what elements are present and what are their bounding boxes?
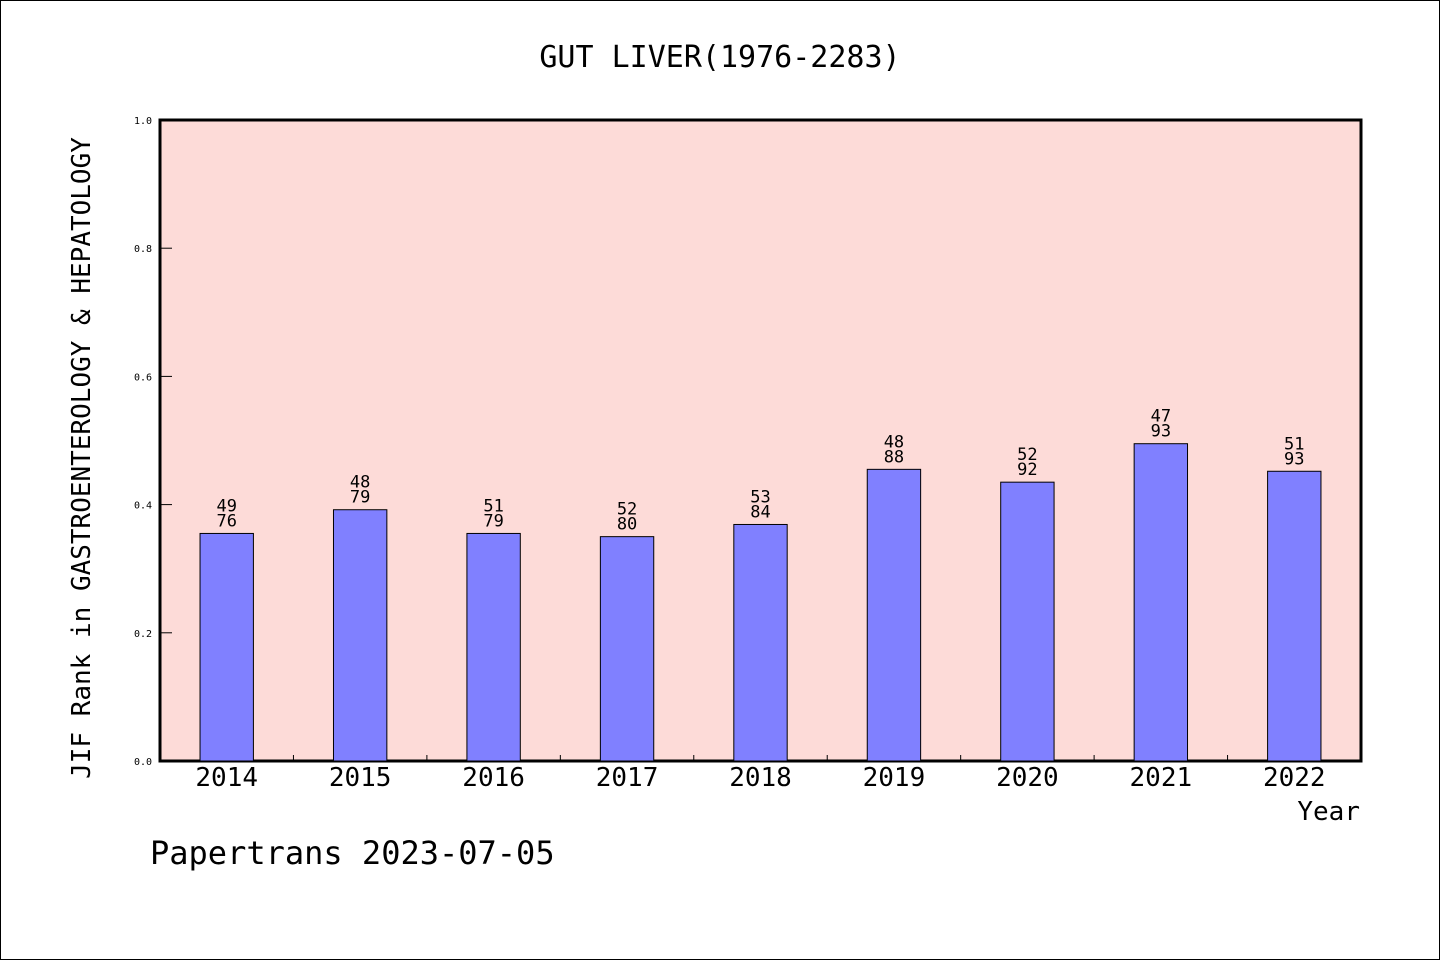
y-tick-label: 0.2 <box>134 629 152 640</box>
bar <box>466 532 521 762</box>
x-tick-label: 2017 <box>596 763 659 793</box>
chart-title: GUT LIVER(1976-2283) <box>539 40 900 75</box>
bar-label-total: 92 <box>1017 460 1037 480</box>
bar <box>733 523 788 762</box>
x-tick-label: 2019 <box>863 763 926 793</box>
y-tick-label: 0.0 <box>134 757 152 768</box>
bar-label-total: 88 <box>884 447 904 467</box>
x-axis: 2014 2015 2016 2017 2018 2019 2020 2021 2022 <box>195 755 1326 793</box>
bar-label-total: 79 <box>483 511 503 531</box>
y-axis: 0.0 0.2 0.4 0.6 0.8 1.0 <box>134 116 172 768</box>
bar-label-rank: 48 <box>884 432 904 452</box>
bar <box>599 536 655 762</box>
bar-label-total: 93 <box>1151 422 1171 442</box>
y-axis-label: JIF Rank in GASTROENTEROLOGY & HEPATOLOG… <box>67 137 97 779</box>
y-tick-label: 0.8 <box>134 244 152 255</box>
bar-label-rank: 53 <box>750 487 770 507</box>
bar-label-rank: 52 <box>617 500 637 520</box>
bar-label-total: 80 <box>617 515 637 535</box>
x-tick-label: 2020 <box>996 763 1059 793</box>
bar-label-rank: 49 <box>216 496 236 516</box>
footer-text: Papertrans 2023-07-05 <box>150 834 555 872</box>
bar <box>1000 481 1055 762</box>
x-tick-label: 2018 <box>729 763 792 793</box>
bar <box>332 509 388 762</box>
y-tick-label: 1.0 <box>134 116 152 127</box>
bar-label-rank: 47 <box>1151 407 1171 427</box>
x-tick-label: 2022 <box>1263 763 1326 793</box>
bar <box>199 532 254 762</box>
x-tick-label: 2015 <box>329 763 392 793</box>
y-tick-label: 0.4 <box>134 501 152 512</box>
bar-label-total: 93 <box>1284 449 1304 469</box>
bar <box>1133 443 1189 762</box>
x-tick-label: 2014 <box>195 763 258 793</box>
bar-label-rank: 52 <box>1017 445 1037 465</box>
y-tick-label: 0.6 <box>134 372 152 383</box>
bar-label-total: 84 <box>750 502 770 522</box>
bar-label-rank: 48 <box>350 473 370 493</box>
bar-label-total: 79 <box>350 488 370 508</box>
x-tick-label: 2016 <box>462 763 525 793</box>
bar-label-total: 76 <box>216 511 236 531</box>
bar-label-rank: 51 <box>1284 434 1304 454</box>
bar-label-rank: 51 <box>483 496 503 516</box>
x-tick-label: 2021 <box>1130 763 1193 793</box>
bar <box>1267 470 1322 762</box>
x-axis-label: Year <box>1297 797 1360 827</box>
bar <box>866 468 922 762</box>
